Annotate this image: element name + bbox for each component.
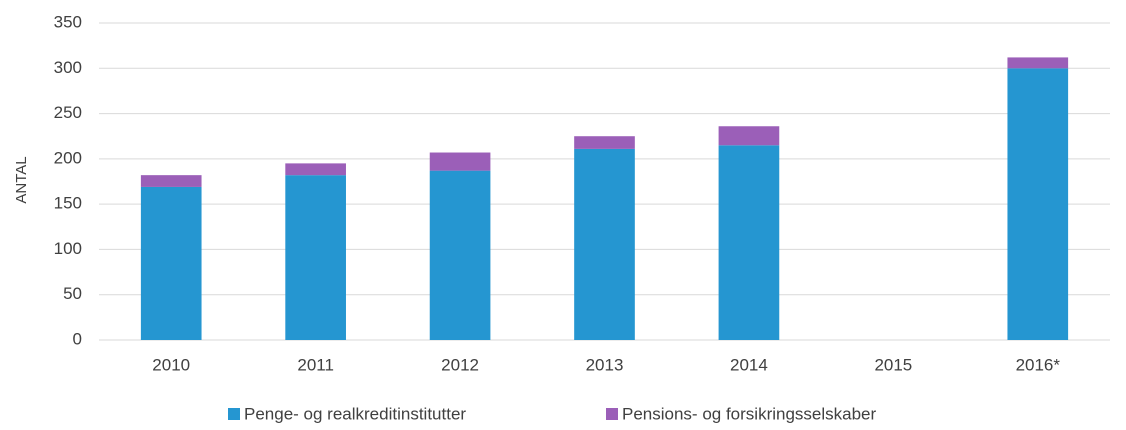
y-tick-label: 250 <box>54 103 82 122</box>
bar-segment <box>574 148 635 340</box>
x-tick-label: 2010 <box>152 355 190 374</box>
x-tick-label: 2016* <box>1016 355 1061 374</box>
x-tick-label: 2014 <box>730 355 768 374</box>
bar-segment <box>718 145 780 340</box>
y-tick-label: 0 <box>73 329 82 348</box>
bar-segment <box>429 152 491 171</box>
y-tick-label: 150 <box>54 194 82 213</box>
legend-swatch <box>606 408 618 420</box>
x-tick-label: 2015 <box>874 355 912 374</box>
bar-segment <box>285 163 346 176</box>
bar-segment <box>140 186 202 340</box>
y-tick-label: 50 <box>63 284 82 303</box>
y-tick-label: 200 <box>54 148 82 167</box>
y-tick-label: 100 <box>54 239 82 258</box>
legend-label: Pensions- og forsikringsselskaber <box>622 404 877 423</box>
legend-swatch <box>228 408 240 420</box>
bar-segment <box>1007 68 1069 341</box>
bar-segment <box>718 126 780 146</box>
x-tick-label: 2011 <box>297 355 334 374</box>
bar-segment <box>1007 57 1069 69</box>
x-tick-label: 2013 <box>586 355 624 374</box>
bar-segment <box>574 136 635 149</box>
x-tick-label: 2012 <box>441 355 479 374</box>
bar-segment <box>429 170 491 340</box>
bar-segment <box>285 175 346 340</box>
bar-segment <box>140 175 202 187</box>
y-tick-label: 300 <box>54 58 82 77</box>
legend-label: Penge- og realkreditinstitutter <box>244 404 466 423</box>
y-axis-label: ANTAL <box>13 156 30 203</box>
y-tick-label: 350 <box>54 12 82 31</box>
